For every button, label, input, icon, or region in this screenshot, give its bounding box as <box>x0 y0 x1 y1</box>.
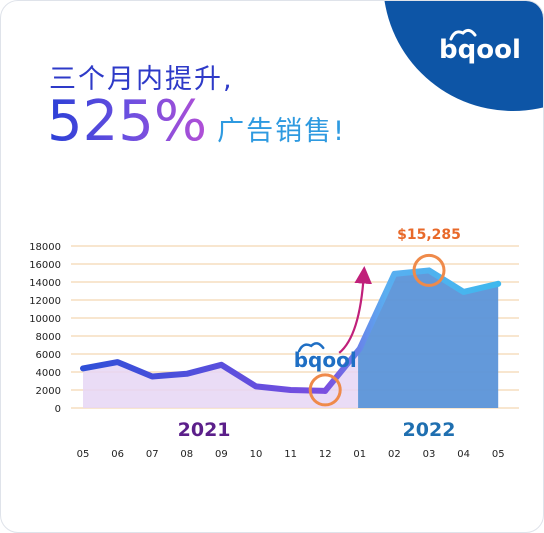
y-tick-label: 12000 <box>29 296 61 307</box>
y-tick-label: 16000 <box>29 260 61 271</box>
x-tick-label: 09 <box>215 449 228 460</box>
data-point <box>220 363 223 366</box>
y-tick-label: 14000 <box>29 278 61 289</box>
x-tick-label: 10 <box>250 449 263 460</box>
y-tick-label: 8000 <box>36 332 61 343</box>
y-tick-label: 6000 <box>36 350 61 361</box>
y-tick-label: 0 <box>55 404 61 415</box>
cloud-logo-icon <box>297 342 325 353</box>
year-label: 2021 <box>178 419 231 441</box>
x-tick-label: 05 <box>77 449 90 460</box>
x-tick-label: 03 <box>423 449 436 460</box>
low-point-marker <box>308 373 342 407</box>
data-point <box>358 347 361 350</box>
x-tick-label: 06 <box>111 449 124 460</box>
data-point <box>82 367 85 370</box>
data-point <box>428 269 431 272</box>
brand-logo: bqool <box>439 35 521 65</box>
growth-arrow <box>338 266 373 354</box>
x-tick-label: 01 <box>353 449 366 460</box>
headline-percent: 525% <box>47 89 208 154</box>
headline-line-2: 525% 广告销售! <box>47 89 346 154</box>
data-point <box>185 372 188 375</box>
peak-annotation: $15,285 <box>397 227 461 243</box>
y-tick-label: 18000 <box>29 242 61 253</box>
year-label: 2022 <box>403 419 456 441</box>
data-point <box>151 375 154 378</box>
x-tick-label: 05 <box>492 449 505 460</box>
cloud-logo-icon <box>449 28 477 41</box>
series-line-2021 <box>80 359 329 394</box>
x-tick-label: 11 <box>284 449 297 460</box>
data-point <box>289 389 292 392</box>
y-tick-label: 2000 <box>36 386 61 397</box>
area-2022 <box>358 270 499 408</box>
y-tick-label: 10000 <box>29 314 61 325</box>
chart-watermark: bqool <box>294 348 357 372</box>
x-tick-label: 02 <box>388 449 401 460</box>
peak-marker <box>412 253 446 287</box>
x-tick-label: 07 <box>146 449 159 460</box>
area-2021 <box>83 350 359 408</box>
x-tick-label: 08 <box>180 449 193 460</box>
x-tick-label: 04 <box>457 449 470 460</box>
data-point <box>497 282 500 285</box>
data-point <box>462 290 465 293</box>
headline-line-1: 三个月内提升, <box>49 64 234 95</box>
data-point <box>324 389 327 392</box>
x-tick-label: 12 <box>319 449 332 460</box>
y-tick-label: 4000 <box>36 368 61 379</box>
data-point <box>255 385 258 388</box>
headline-suffix: 广告销售! <box>217 116 346 147</box>
series-line-2022 <box>322 267 502 394</box>
data-point <box>116 361 119 364</box>
data-point <box>393 272 396 275</box>
